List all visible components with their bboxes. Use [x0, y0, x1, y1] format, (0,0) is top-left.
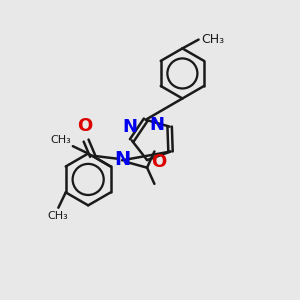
Text: N: N: [123, 118, 138, 136]
Text: O: O: [151, 152, 166, 170]
Text: O: O: [77, 117, 92, 135]
Text: CH₃: CH₃: [201, 33, 224, 46]
Text: CH₃: CH₃: [47, 211, 68, 221]
Text: N: N: [149, 116, 164, 134]
Text: CH₃: CH₃: [50, 135, 71, 145]
Text: N: N: [114, 150, 130, 169]
